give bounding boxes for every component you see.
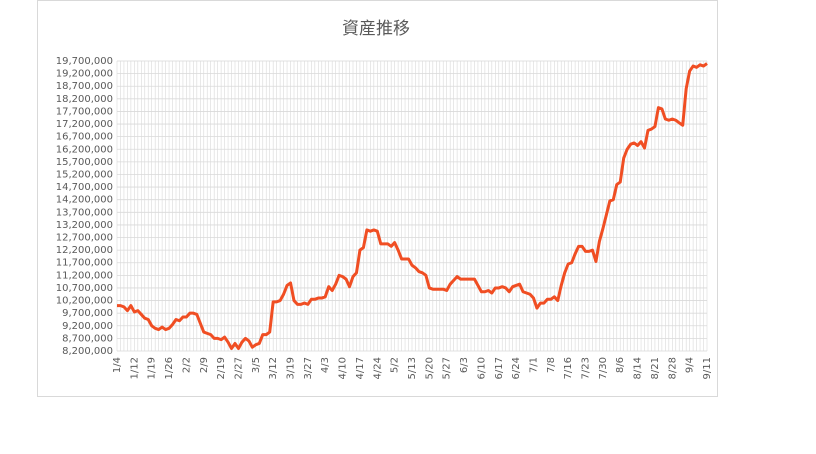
y-tick-label: 18,700,000 (56, 81, 113, 92)
x-tick-label: 2/27 (233, 357, 244, 379)
x-tick-label: 4/24 (372, 357, 383, 379)
y-tick-label: 17,200,000 (56, 119, 113, 130)
x-tick-label: 2/9 (199, 357, 210, 373)
x-tick-label: 7/30 (598, 357, 609, 379)
y-tick-label: 16,700,000 (56, 132, 113, 143)
x-tick-label: 9/4 (685, 357, 696, 373)
y-tick-label: 9,700,000 (62, 308, 113, 319)
y-tick-label: 12,700,000 (56, 233, 113, 244)
x-tick-label: 7/16 (563, 357, 574, 379)
y-tick-label: 17,700,000 (56, 106, 113, 117)
x-tick-label: 9/11 (702, 357, 713, 379)
x-tick-label: 2/2 (181, 357, 192, 373)
y-tick-label: 13,200,000 (56, 220, 113, 231)
y-tick-label: 11,200,000 (56, 270, 113, 281)
y-tick-label: 10,700,000 (56, 283, 113, 294)
y-tick-label: 11,700,000 (56, 258, 113, 269)
x-tick-label: 1/26 (164, 357, 175, 379)
x-tick-label: 5/13 (407, 357, 418, 379)
x-tick-label: 8/21 (650, 357, 661, 379)
y-tick-label: 15,700,000 (56, 157, 113, 168)
x-tick-label: 7/23 (581, 357, 592, 379)
x-tick-label: 8/14 (633, 357, 644, 379)
x-tick-label: 4/17 (355, 357, 366, 379)
y-tick-label: 16,200,000 (56, 144, 113, 155)
y-tick-label: 10,200,000 (56, 296, 113, 307)
y-tick-label: 19,700,000 (56, 56, 113, 67)
x-tick-label: 4/10 (338, 357, 349, 379)
x-tick-label: 4/3 (320, 357, 331, 373)
y-tick-label: 13,700,000 (56, 207, 113, 218)
x-tick-label: 7/1 (528, 357, 539, 373)
data-line (117, 62, 708, 350)
y-tick-label: 8,200,000 (62, 346, 113, 357)
x-tick-label: 2/19 (216, 357, 227, 379)
x-tick-label: 3/19 (286, 357, 297, 379)
x-tick-label: 7/8 (546, 357, 557, 373)
x-tick-label: 5/2 (390, 357, 401, 373)
x-tick-label: 5/27 (442, 357, 453, 379)
x-tick-label: 6/3 (459, 357, 470, 373)
y-tick-label: 12,200,000 (56, 245, 113, 256)
x-tick-label: 6/17 (494, 357, 505, 379)
y-tick-label: 18,200,000 (56, 94, 113, 105)
x-tick-label: 3/12 (268, 357, 279, 379)
x-tick-label: 1/19 (147, 357, 158, 379)
x-tick-label: 6/24 (511, 357, 522, 379)
y-tick-label: 9,200,000 (62, 321, 113, 332)
x-tick-label: 8/28 (667, 357, 678, 379)
x-tick-label: 8/6 (615, 357, 626, 373)
x-tick-label: 3/5 (251, 357, 262, 373)
y-tick-label: 14,200,000 (56, 195, 113, 206)
y-tick-label: 19,200,000 (56, 69, 113, 80)
x-tick-label: 6/10 (476, 357, 487, 379)
x-tick-label: 5/20 (424, 357, 435, 379)
x-tick-label: 3/27 (303, 357, 314, 379)
y-tick-label: 14,700,000 (56, 182, 113, 193)
y-tick-label: 15,200,000 (56, 169, 113, 180)
chart-title: 資産推移 (342, 19, 410, 39)
x-tick-label: 1/4 (112, 357, 123, 373)
x-tick-label: 1/12 (129, 357, 140, 379)
y-tick-label: 8,700,000 (62, 333, 113, 344)
